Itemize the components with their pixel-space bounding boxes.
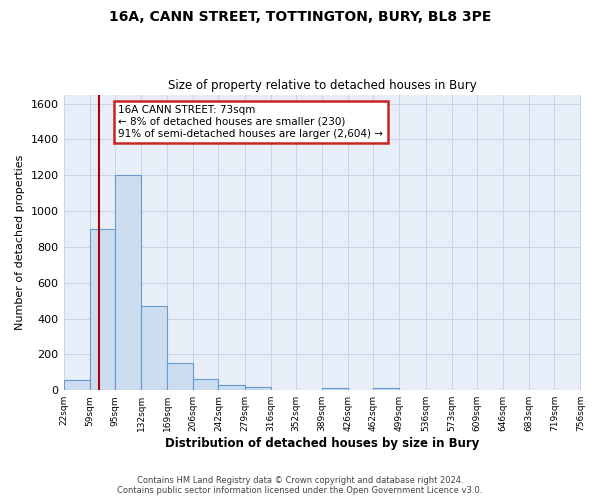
Bar bbox=[141, 306, 167, 390]
Title: Size of property relative to detached houses in Bury: Size of property relative to detached ho… bbox=[167, 79, 476, 92]
Text: 16A CANN STREET: 73sqm
← 8% of detached houses are smaller (230)
91% of semi-det: 16A CANN STREET: 73sqm ← 8% of detached … bbox=[118, 106, 383, 138]
Y-axis label: Number of detached properties: Number of detached properties bbox=[15, 154, 25, 330]
Bar bbox=[322, 388, 348, 390]
Bar bbox=[115, 175, 141, 390]
Bar bbox=[193, 380, 218, 390]
Bar bbox=[167, 364, 193, 390]
Text: Contains HM Land Registry data © Crown copyright and database right 2024.
Contai: Contains HM Land Registry data © Crown c… bbox=[118, 476, 482, 495]
Bar bbox=[373, 388, 400, 390]
Bar bbox=[64, 380, 89, 390]
Text: 16A, CANN STREET, TOTTINGTON, BURY, BL8 3PE: 16A, CANN STREET, TOTTINGTON, BURY, BL8 … bbox=[109, 10, 491, 24]
Bar bbox=[245, 386, 271, 390]
Bar bbox=[89, 229, 115, 390]
X-axis label: Distribution of detached houses by size in Bury: Distribution of detached houses by size … bbox=[165, 437, 479, 450]
Bar bbox=[218, 385, 245, 390]
